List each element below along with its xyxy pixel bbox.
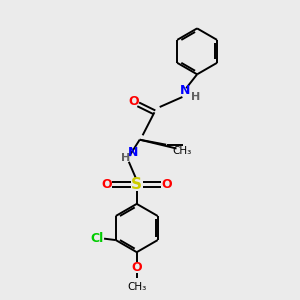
Text: O: O [128,95,139,108]
Text: CH₃: CH₃ [172,146,191,157]
Text: O: O [162,178,172,191]
Text: H: H [191,92,200,102]
Text: N: N [128,146,138,159]
Text: Cl: Cl [90,232,104,245]
Text: CH₃: CH₃ [127,282,146,292]
Text: H: H [121,153,130,163]
Text: O: O [101,178,112,191]
Text: N: N [180,84,190,97]
Text: S: S [131,177,142,192]
Text: O: O [131,261,142,274]
